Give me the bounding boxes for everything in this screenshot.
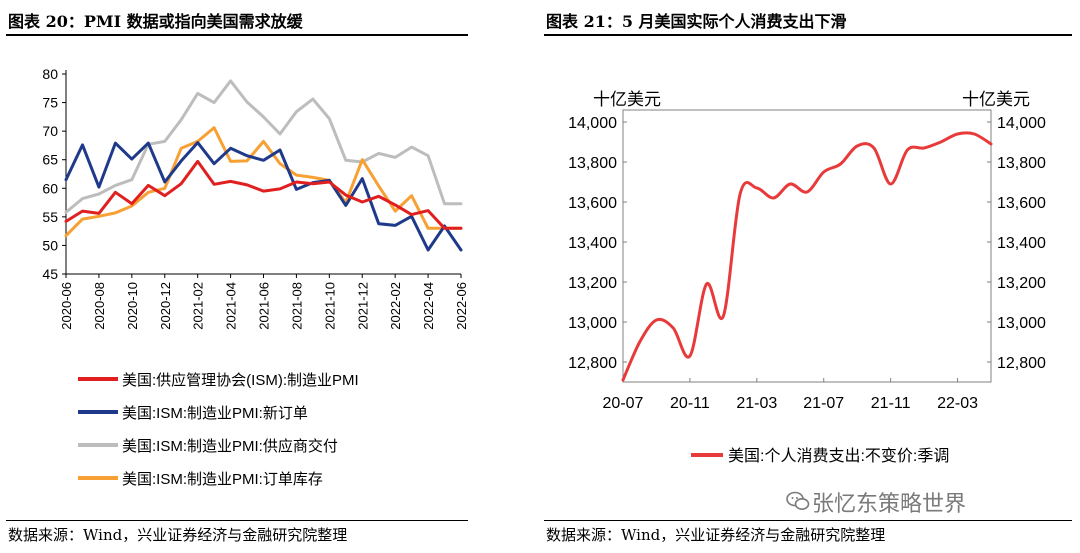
y-tick-label: 65 bbox=[42, 152, 58, 168]
y-tick-label-left: 13,000 bbox=[568, 315, 617, 332]
y-tick-label-right: 13,000 bbox=[997, 315, 1046, 332]
consumption-chart: 12,800 12,800 13,000 13,000 13,200 13,200 13,4… bbox=[568, 90, 1046, 465]
y-tick-label: 45 bbox=[42, 266, 58, 282]
y-tick-label-right: 14,000 bbox=[997, 115, 1046, 132]
x-tick-label: 2022-04 bbox=[421, 282, 436, 330]
y-tick-label-right: 13,200 bbox=[997, 275, 1046, 292]
right-chart-title: 图表 21：5 月美国实际个人消费支出下滑 bbox=[546, 12, 847, 31]
series-line bbox=[621, 131, 993, 382]
y-axis-unit-left: 十亿美元 bbox=[593, 90, 661, 109]
y-tick-label-right: 12,800 bbox=[997, 355, 1046, 372]
x-tick-label: 22-03 bbox=[937, 395, 978, 412]
y-tick-label-right: 13,800 bbox=[997, 155, 1046, 172]
x-tick-label: 20-11 bbox=[670, 395, 710, 412]
plot-frame bbox=[622, 109, 992, 383]
y-tick-label: 75 bbox=[42, 95, 58, 111]
x-tick-label: 2020-12 bbox=[158, 282, 173, 330]
y-axis-unit-right: 十亿美元 bbox=[962, 90, 1030, 109]
series-line bbox=[64, 126, 463, 238]
x-tick-label: 2022-02 bbox=[388, 282, 403, 330]
wechat-icon bbox=[786, 491, 810, 510]
left-source: 数据来源：Wind，兴业证券经济与金融研究院整理 bbox=[8, 526, 348, 544]
left-title-rule bbox=[6, 34, 468, 36]
x-tick-label: 2021-04 bbox=[224, 282, 239, 330]
watermark: 张忆东策略世界 bbox=[812, 492, 967, 517]
legend-label: 美国:ISM:制造业PMI:新订单 bbox=[122, 405, 308, 422]
x-tick-label: 21-03 bbox=[736, 395, 777, 412]
x-tick-label: 2021-10 bbox=[322, 282, 337, 330]
x-tick-label: 2022-06 bbox=[454, 282, 469, 330]
legend-label: 美国:ISM:制造业PMI:订单库存 bbox=[122, 471, 323, 488]
y-tick-label: 55 bbox=[42, 209, 58, 225]
x-tick-label: 2021-02 bbox=[191, 282, 206, 330]
y-tick-label: 50 bbox=[42, 237, 58, 253]
legend-label: 美国:个人消费支出:不变价:季调 bbox=[728, 447, 949, 465]
x-tick-label: 2021-06 bbox=[257, 282, 272, 330]
right-source-rule bbox=[544, 520, 1072, 521]
y-tick-label-left: 13,400 bbox=[568, 235, 617, 252]
x-tick-label: 2021-12 bbox=[355, 282, 370, 330]
right-source: 数据来源：Wind，兴业证券经济与金融研究院整理 bbox=[546, 526, 886, 544]
y-tick-label-left: 13,600 bbox=[568, 195, 617, 212]
right-title-rule bbox=[544, 34, 1072, 36]
x-tick-label: 20-07 bbox=[603, 395, 644, 412]
pmi-chart: 45 50 55 60 65 70 75 80 2020-06 2020-08 2020-10 202… bbox=[42, 66, 469, 488]
y-tick-label-left: 13,800 bbox=[568, 155, 617, 172]
y-tick-label: 70 bbox=[42, 123, 58, 139]
x-tick-label: 2020-10 bbox=[125, 282, 140, 330]
y-tick-label-right: 13,600 bbox=[997, 195, 1046, 212]
legend-label: 美国:供应管理协会(ISM):制造业PMI bbox=[122, 371, 359, 389]
legend-label: 美国:ISM:制造业PMI:供应商交付 bbox=[122, 437, 338, 455]
series-line bbox=[64, 141, 463, 252]
x-tick-label: 2020-06 bbox=[59, 282, 74, 330]
x-tick-label: 21-11 bbox=[871, 395, 911, 412]
y-tick-label: 80 bbox=[42, 66, 58, 82]
left-source-rule bbox=[6, 520, 468, 521]
left-chart-title: 图表 20：PMI 数据或指向美国需求放缓 bbox=[8, 12, 303, 31]
y-tick-label: 60 bbox=[42, 180, 58, 196]
y-tick-label-right: 13,400 bbox=[997, 235, 1046, 252]
y-tick-label-left: 13,200 bbox=[568, 275, 617, 292]
series-line bbox=[64, 159, 463, 230]
y-tick-label-left: 12,800 bbox=[568, 355, 617, 372]
x-tick-label: 2020-08 bbox=[92, 282, 107, 330]
x-tick-label: 21-07 bbox=[803, 395, 844, 412]
x-tick-label: 2021-08 bbox=[289, 282, 304, 330]
y-tick-label-left: 14,000 bbox=[568, 115, 617, 132]
series-line bbox=[64, 79, 463, 214]
